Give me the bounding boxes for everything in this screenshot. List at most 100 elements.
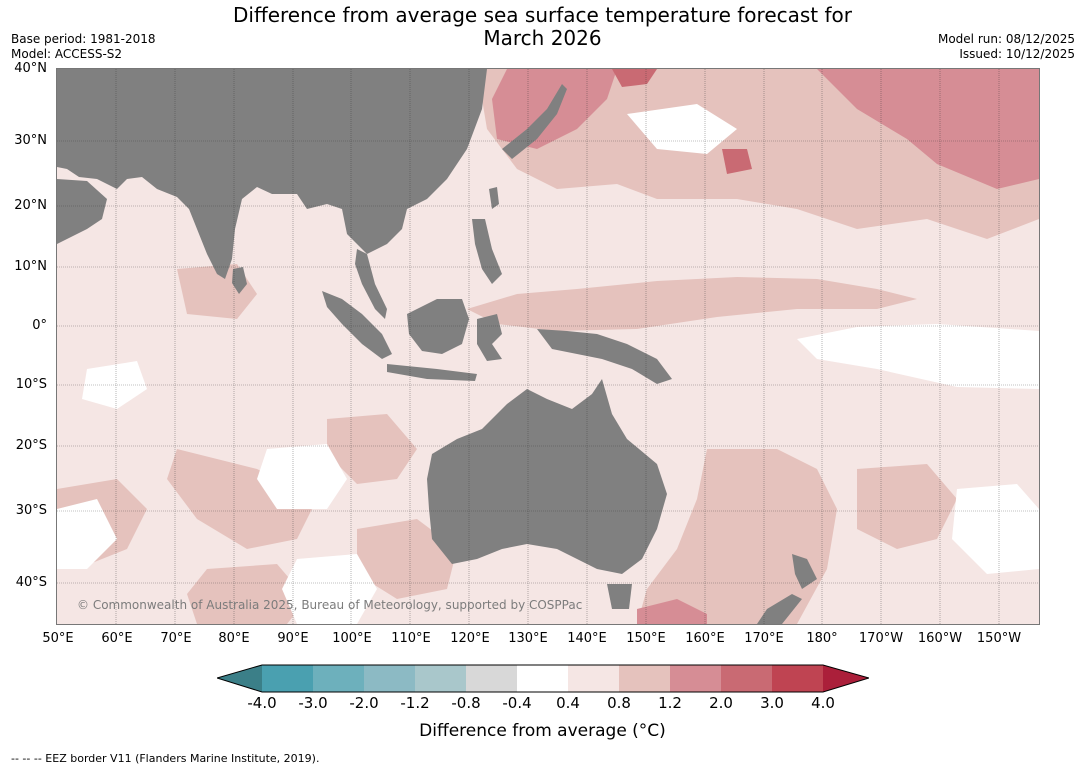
eez-footnote: -- -- -- EEZ border V11 (Flanders Marine… [11,752,320,765]
model-run: Model run: 08/12/2025 [937,32,1075,46]
colorbar-bin [262,665,313,692]
lat-label-20n: 20°N [14,198,47,213]
lat-label-10n: 10°N [14,259,47,274]
lon-label-70e: 70°E [160,631,192,646]
colorbar-tick: -0.4 [502,694,532,712]
colorbar-tick: -0.8 [451,694,481,712]
lon-label-140e: 140°E [567,631,607,646]
colorbar-tick: 0.8 [607,694,631,712]
land-malay-peninsula [355,249,387,319]
colorbar-tick: -2.0 [349,694,379,712]
title-line-2: March 2026 [483,26,602,50]
colorbar [217,664,869,693]
colorbar-extend-low [217,665,262,692]
lat-label-30s: 30°S [15,503,47,518]
model-name: Model: ACCESS-S2 [11,47,123,61]
lon-label-110e: 110°E [391,631,431,646]
colorbar-bin [670,665,721,692]
neutral-patch-south-indian-2 [257,444,347,509]
anomaly-patch-tasman [637,449,837,624]
neutral-patch-south-indian-1 [57,499,117,569]
land-sumatra [322,291,392,359]
lat-label-30n: 30°N [14,133,47,148]
meta-right: Model run: 08/12/2025 Issued: 10/12/2025 [938,32,1075,62]
land-new-guinea [537,329,672,384]
lon-label-170w: 170°W [858,631,904,646]
neutral-patch-south-pacific [952,484,1039,574]
land-japan [502,84,567,159]
copyright-notice: © Commonwealth of Australia 2025, Bureau… [77,598,583,612]
colorbar-outline [217,664,869,693]
anomaly-patch-nw-pacific [722,149,752,174]
land-tasmania [607,584,632,609]
colorbar-tick: 2.0 [709,694,733,712]
lat-label-20s: 20°S [15,438,47,453]
lon-label-100e: 100°E [332,631,372,646]
colorbar-tick: 0.4 [556,694,580,712]
neutral-patch-central-indian [82,361,147,409]
anomaly-patch-indian-ocean-1 [167,449,317,549]
land-borneo [407,299,469,354]
colorbar-bin [415,665,466,692]
land-philippines [472,219,502,284]
lon-label-160w: 160°W [917,631,963,646]
anomaly-patch-south-pacific [857,464,957,549]
meta-left: Base period: 1981-2018 Model: ACCESS-S2 [11,32,156,62]
lon-label-90e: 90°E [277,631,309,646]
colorbar-bin [772,665,823,692]
colorbar-tick: 1.2 [658,694,682,712]
colorbar-tick: -4.0 [247,694,277,712]
colorbar-bin [313,665,364,692]
land-sulawesi [477,314,502,361]
colorbar-bin [619,665,670,692]
anomaly-patch-equatorial-band [467,277,917,331]
issued-date: Issued: 10/12/2025 [959,47,1075,61]
lon-label-150w: 150°W [976,631,1022,646]
lon-label-80e: 80°E [218,631,250,646]
lat-label-equator: 0° [32,318,47,333]
graticule [57,69,1039,624]
anomaly-patch-tasman-strong [637,599,707,624]
colorbar-extend-high [823,665,869,692]
lat-label-10s: 10°S [15,377,47,392]
map-svg [57,69,1039,624]
lon-label-60e: 60°E [101,631,133,646]
lon-label-120e: 120°E [450,631,490,646]
chart-title: Difference from average sea surface temp… [0,4,1085,50]
lon-label-180: 180° [806,631,838,646]
sst-anomaly-map [56,68,1040,625]
colorbar-bin [568,665,619,692]
base-period: Base period: 1981-2018 [11,32,156,46]
anomaly-patch-north-pacific-strong [817,69,1039,189]
land-taiwan [489,187,499,209]
land [57,69,817,624]
colorbar-tick: 3.0 [760,694,784,712]
anomaly-fields [57,69,1039,624]
land-sri-lanka [232,267,247,294]
land-new-zealand-south [757,594,802,624]
colorbar-bin [517,665,568,692]
neutral-patch-west-pacific [627,104,737,154]
lon-label-150e: 150°E [626,631,666,646]
neutral-patch-equatorial-east [797,324,1039,389]
colorbar-title: Difference from average (°C) [419,721,666,741]
land-new-zealand-north [792,554,817,589]
land-java [387,364,477,381]
colorbar-bin [721,665,772,692]
land-australia [427,379,667,574]
near-zero-fields [57,104,1039,624]
title-line-1: Difference from average sea surface temp… [232,3,852,27]
anomaly-patch-indian-ocean-2 [327,414,417,484]
colorbar-bin [466,665,517,692]
colorbar-tick: -1.2 [400,694,430,712]
colorbar-bin [364,665,415,692]
colorbar-tick: 4.0 [811,694,835,712]
lon-label-170e: 170°E [744,631,784,646]
lon-label-160e: 160°E [685,631,725,646]
lat-label-40n: 40°N [14,61,47,76]
land-arabia [57,179,107,244]
lat-label-40s: 40°S [15,575,47,590]
neutral-patch-south-indian-3 [282,554,377,624]
lon-label-130e: 130°E [508,631,548,646]
lon-label-50e: 50°E [42,631,74,646]
